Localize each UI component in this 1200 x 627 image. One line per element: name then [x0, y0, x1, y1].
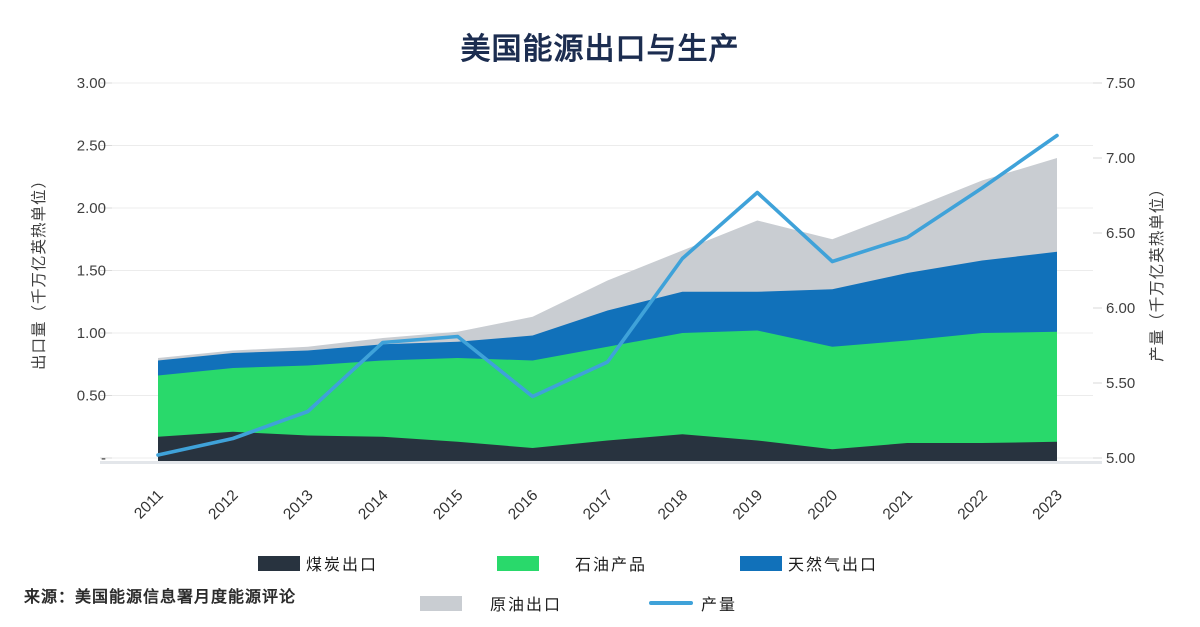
svg-text:2013: 2013 [280, 487, 316, 523]
svg-text:2017: 2017 [580, 487, 616, 523]
svg-text:2016: 2016 [505, 487, 541, 523]
legend-production-label: 产量 [701, 597, 738, 614]
production-line [156, 133, 1059, 457]
crude-swatch [420, 595, 462, 611]
svg-text:2015: 2015 [430, 487, 466, 523]
svg-text:2014: 2014 [355, 487, 392, 524]
petroleum-swatch [497, 555, 539, 571]
svg-text:5.00: 5.00 [1106, 450, 1135, 467]
right-axis-ticks: 5.00 5.50 6.00 6.50 7.00 7.50 [1093, 75, 1135, 467]
svg-text:2012: 2012 [205, 487, 241, 523]
svg-text:2018: 2018 [655, 487, 691, 523]
legend-petroleum-label: 石油产品 [575, 557, 648, 574]
svg-text:2.00: 2.00 [77, 200, 106, 217]
coal-swatch [258, 555, 300, 571]
svg-text:2020: 2020 [805, 487, 842, 524]
x-axis-labels: 2011 2012 2013 2014 2015 2016 2017 2018 2019 2020… [131, 487, 1066, 524]
svg-text:1.50: 1.50 [77, 263, 106, 280]
left-axis-title: 出口量（千万亿英热单位） [30, 172, 48, 370]
area-petroleum [158, 330, 1057, 461]
svg-text:0.50: 0.50 [77, 388, 106, 405]
svg-text:2.50: 2.50 [77, 138, 106, 155]
svg-text:5.50: 5.50 [1106, 375, 1135, 392]
svg-text:2022: 2022 [955, 487, 991, 523]
svg-text:1.00: 1.00 [77, 325, 106, 342]
left-axis-ticks: - 0.50 1.00 1.50 2.00 2.50 3.00 [77, 75, 106, 467]
svg-text:2019: 2019 [730, 487, 766, 523]
svg-text:7.00: 7.00 [1106, 150, 1135, 167]
legend-gas-label: 天然气出口 [788, 557, 879, 574]
legend-production: 产量 [649, 591, 737, 615]
svg-text:2023: 2023 [1029, 487, 1065, 523]
legend-crude: 原油出口 [420, 591, 562, 615]
right-axis-title: 产量（千万亿英热单位） [1148, 180, 1166, 362]
legend-gas: 天然气出口 [740, 551, 878, 575]
svg-text:6.50: 6.50 [1106, 225, 1135, 242]
energy-chart: - 0.50 1.00 1.50 2.00 2.50 3.00 5.00 5.50 6.00 6.5… [30, 75, 1166, 524]
legend-coal-label: 煤炭出口 [306, 557, 379, 574]
source-note: 来源：美国能源信息署月度能源评论 [24, 589, 297, 606]
svg-text:-: - [101, 450, 106, 467]
legend-coal: 煤炭出口 [258, 551, 378, 575]
gas-swatch [740, 555, 782, 571]
svg-text:7.50: 7.50 [1106, 75, 1135, 92]
svg-text:6.00: 6.00 [1106, 300, 1135, 317]
svg-text:3.00: 3.00 [77, 75, 106, 92]
svg-text:2021: 2021 [880, 487, 916, 523]
legend-petroleum: 石油产品 [497, 551, 647, 575]
legend-crude-label: 原油出口 [490, 597, 563, 614]
svg-text:2011: 2011 [131, 487, 167, 523]
production-line-swatch [649, 601, 693, 605]
area-coal [158, 431, 1057, 461]
chart-title: 美国能源出口与生产 [460, 33, 740, 66]
